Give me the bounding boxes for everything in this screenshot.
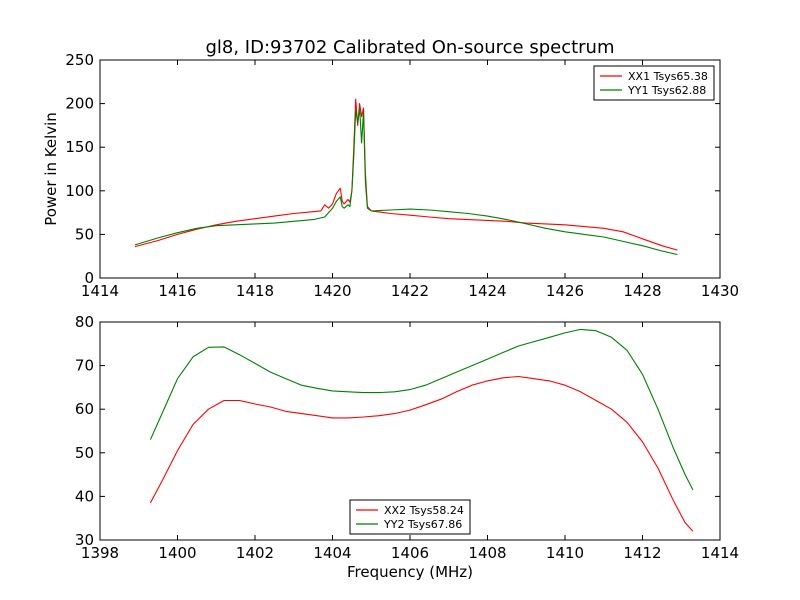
x-tick-label: 1418 xyxy=(236,282,274,300)
x-tick-label: 1400 xyxy=(158,544,196,562)
series-line xyxy=(149,328,694,491)
legend-entry: XX1 Tsys65.38 xyxy=(628,70,708,83)
x-axis-label-bottom: Frequency (MHz) xyxy=(347,563,473,581)
y-tick-label: 40 xyxy=(75,487,94,505)
x-tick-label: 1410 xyxy=(546,544,584,562)
y-tick-label: 0 xyxy=(84,269,94,287)
legend-entry: YY2 Tsys67.86 xyxy=(383,518,462,531)
y-tick-label: 80 xyxy=(75,313,94,331)
series-line xyxy=(149,375,694,532)
x-tick-label: 1416 xyxy=(158,282,196,300)
x-tick-label: 1398 xyxy=(81,544,119,562)
y-tick-label: 70 xyxy=(75,357,94,375)
x-tick-label: 1426 xyxy=(546,282,584,300)
x-tick-label: 1412 xyxy=(623,544,661,562)
legend-entry: YY1 Tsys62.88 xyxy=(627,84,706,97)
y-tick-label: 30 xyxy=(75,531,94,549)
x-tick-label: 1420 xyxy=(313,282,351,300)
legend-box xyxy=(593,65,715,101)
series-line xyxy=(134,98,678,251)
y-tick-label: 250 xyxy=(65,51,94,69)
x-tick-label: 1402 xyxy=(236,544,274,562)
bottom-spectrum-panel: 1398 1400 1402 1404 1406 1408 1410 1412 1414 30 40… xyxy=(75,313,739,562)
y-tick-label: 200 xyxy=(65,95,94,113)
top-spectrum-panel: 1414 1416 1418 1420 1422 1424 1426 1428 1430 0 50 1… xyxy=(65,51,739,300)
x-tick-label: 1408 xyxy=(468,544,506,562)
chart-title: gl8, ID:93702 Calibrated On-source spect… xyxy=(205,37,614,58)
x-tick-label: 1406 xyxy=(391,544,429,562)
y-axis-label-top: Power in Kelvin xyxy=(42,112,60,226)
x-tick-label: 1424 xyxy=(468,282,506,300)
y-tick-label: 100 xyxy=(65,182,94,200)
legend-entry: XX2 Tsys58.24 xyxy=(384,504,464,517)
x-tick-label: 1414 xyxy=(701,544,739,562)
x-tick-label: 1422 xyxy=(391,282,429,300)
legend-box xyxy=(349,499,471,535)
x-tick-label: 1430 xyxy=(701,282,739,300)
series-line xyxy=(134,107,678,256)
x-tick-label: 1428 xyxy=(623,282,661,300)
y-tick-label: 60 xyxy=(75,400,94,418)
y-tick-label: 50 xyxy=(75,225,94,243)
x-tick-label: 1414 xyxy=(81,282,119,300)
x-tick-label: 1404 xyxy=(313,544,351,562)
y-tick-label: 50 xyxy=(75,444,94,462)
y-tick-label: 150 xyxy=(65,138,94,156)
